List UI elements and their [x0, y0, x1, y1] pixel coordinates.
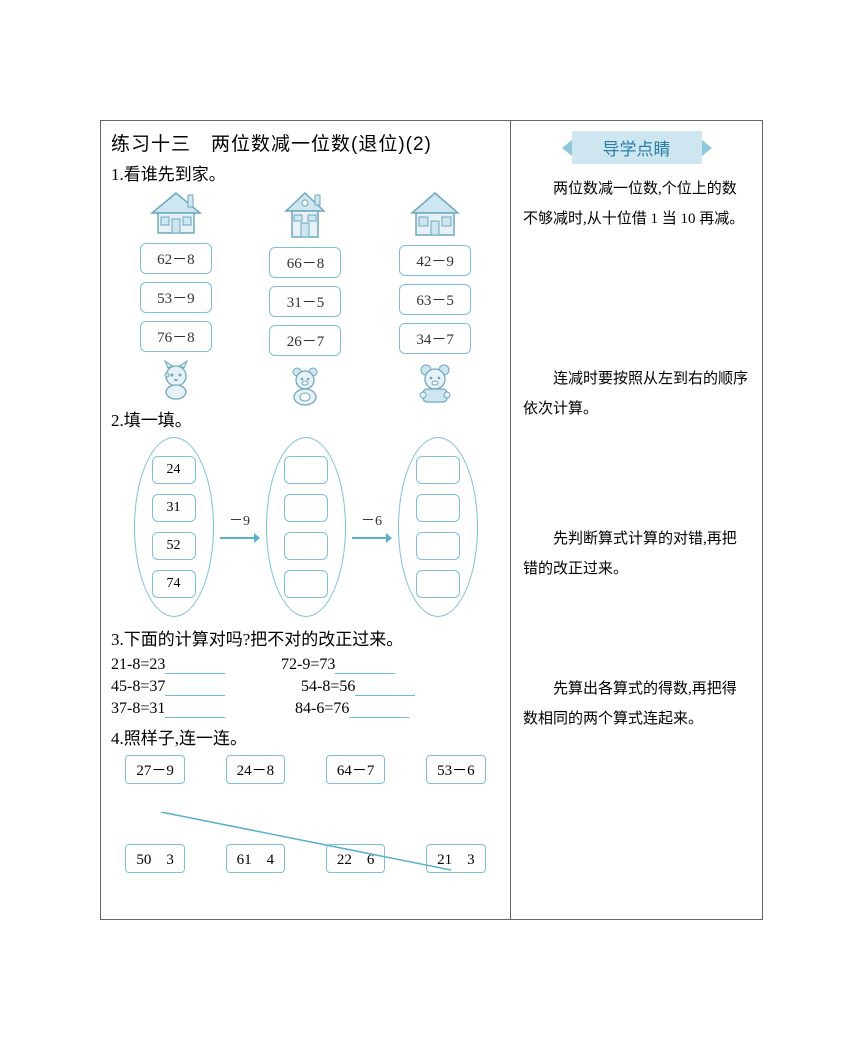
q2-diagram: 24 31 52 74 －9 －6: [111, 437, 500, 617]
q3-grid: 21-8=23 72-9=73 45-8=37 54-8=56 37-8=31 …: [111, 656, 500, 718]
q1-col: 62－8 53－9 76－8: [140, 191, 212, 406]
expr-box[interactable]: 53－9: [140, 282, 212, 313]
expr-box[interactable]: 66－8: [269, 247, 341, 278]
house-icon: [408, 191, 462, 237]
answer-blank[interactable]: [165, 656, 225, 674]
expr-box[interactable]: 42－9: [399, 245, 471, 276]
q2-slot: 74: [152, 570, 196, 598]
q1-head: 1.看谁先到家。: [111, 160, 500, 185]
sidebar-note-4: 先算出各算式的得数,再把得数相同的两个算式连起来。: [523, 674, 750, 734]
q2-blank[interactable]: [416, 494, 460, 522]
cat-icon: [156, 360, 196, 400]
answer-blank[interactable]: [165, 678, 225, 696]
q4-top-row: 27－9 24－8 64－7 53－6: [111, 755, 500, 784]
q2-head: 2.填一填。: [111, 406, 500, 431]
q2-oval-1: 24 31 52 74: [134, 437, 214, 617]
q2-blank[interactable]: [284, 456, 328, 484]
q2-blank[interactable]: [416, 570, 460, 598]
q2-blank[interactable]: [284, 494, 328, 522]
q4-box[interactable]: 27－9: [125, 755, 185, 784]
q3-eq: 21-8=23: [111, 656, 261, 674]
op-label: －9: [229, 510, 250, 530]
bear-icon: [414, 362, 456, 404]
q2-slot: 31: [152, 494, 196, 522]
q1-col: 66－8 31－5 26－7: [269, 191, 341, 406]
arrow-icon: －9: [220, 510, 260, 544]
worksheet-title: 练习十三 两位数减一位数(退位)(2): [111, 129, 500, 156]
answer-blank[interactable]: [355, 678, 415, 696]
q4-box[interactable]: 24－8: [226, 755, 286, 784]
answer-blank[interactable]: [165, 700, 225, 718]
sidebar-note-2: 连减时要按照从左到右的顺序依次计算。: [523, 364, 750, 424]
q3-eq: 45-8=37: [111, 678, 261, 696]
bear-icon: [285, 364, 325, 406]
sidebar: 导学点睛 两位数减一位数,个位上的数不够减时,从十位借 1 当 10 再减。 连…: [511, 121, 762, 919]
q2-slot: 52: [152, 532, 196, 560]
sidebar-title: 导学点睛: [572, 131, 702, 164]
expr-box[interactable]: 62－8: [140, 243, 212, 274]
sidebar-note-3: 先判断算式计算的对错,再把错的改正过来。: [523, 524, 750, 584]
expr-box[interactable]: 26－7: [269, 325, 341, 356]
house-icon: [148, 191, 204, 235]
sidebar-note-1: 两位数减一位数,个位上的数不够减时,从十位借 1 当 10 再减。: [523, 174, 750, 234]
house-icon: [280, 191, 330, 239]
q4-area: 27－9 24－8 64－7 53－6 50 3 61 4 22 6 21 3: [111, 755, 500, 873]
q2-oval-2: [266, 437, 346, 617]
q3-head: 3.下面的计算对吗?把不对的改正过来。: [111, 625, 500, 650]
q3-eq: 72-9=73: [281, 656, 431, 674]
expr-box[interactable]: 31－5: [269, 286, 341, 317]
expr-box[interactable]: 76－8: [140, 321, 212, 352]
q4-box[interactable]: 64－7: [326, 755, 386, 784]
expr-box[interactable]: 34－7: [399, 323, 471, 354]
expr-box[interactable]: 63－5: [399, 284, 471, 315]
q4-head: 4.照样子,连一连。: [111, 724, 500, 749]
worksheet-layout: 练习十三 两位数减一位数(退位)(2) 1.看谁先到家。 62－8 53－: [100, 120, 763, 920]
q1-col: 42－9 63－5 34－7: [399, 191, 471, 406]
op-label: －6: [361, 510, 382, 530]
q2-blank[interactable]: [416, 456, 460, 484]
arrow-icon: －6: [352, 510, 392, 544]
q2-oval-3: [398, 437, 478, 617]
q2-blank[interactable]: [284, 532, 328, 560]
answer-blank[interactable]: [335, 656, 395, 674]
q2-slot: 24: [152, 456, 196, 484]
q2-blank[interactable]: [416, 532, 460, 560]
q4-box[interactable]: 53－6: [426, 755, 486, 784]
q3-eq: 84-6=76: [295, 700, 431, 718]
answer-blank[interactable]: [349, 700, 409, 718]
q3-eq: 54-8=56: [301, 678, 431, 696]
q1-grid: 62－8 53－9 76－8: [111, 191, 500, 406]
q2-blank[interactable]: [284, 570, 328, 598]
q3-eq: 37-8=31: [111, 700, 261, 718]
main-column: 练习十三 两位数减一位数(退位)(2) 1.看谁先到家。 62－8 53－: [101, 121, 511, 919]
